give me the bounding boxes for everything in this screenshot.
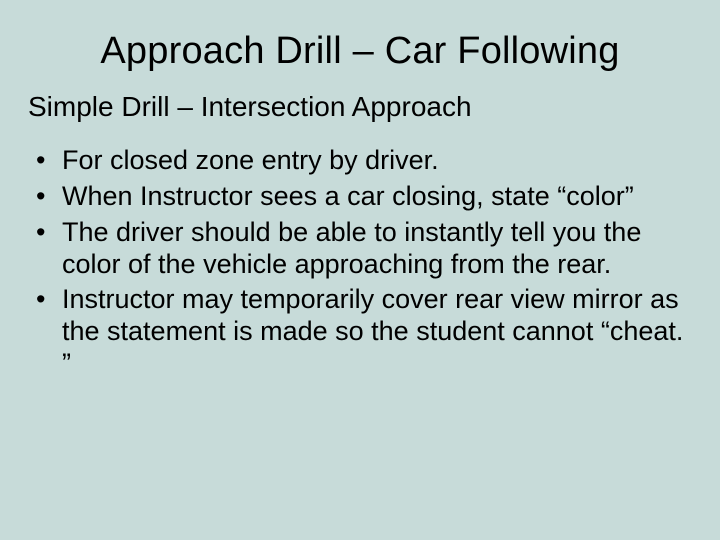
slide-subtitle: Simple Drill – Intersection Approach bbox=[28, 91, 692, 123]
slide: Approach Drill – Car Following Simple Dr… bbox=[0, 0, 720, 540]
list-item: When Instructor sees a car closing, stat… bbox=[36, 181, 692, 213]
list-item: Instructor may temporarily cover rear vi… bbox=[36, 284, 692, 380]
list-item: For closed zone entry by driver. bbox=[36, 145, 692, 177]
bullet-list: For closed zone entry by driver. When In… bbox=[36, 145, 692, 380]
list-item: The driver should be able to instantly t… bbox=[36, 217, 692, 281]
slide-title: Approach Drill – Car Following bbox=[28, 30, 692, 73]
